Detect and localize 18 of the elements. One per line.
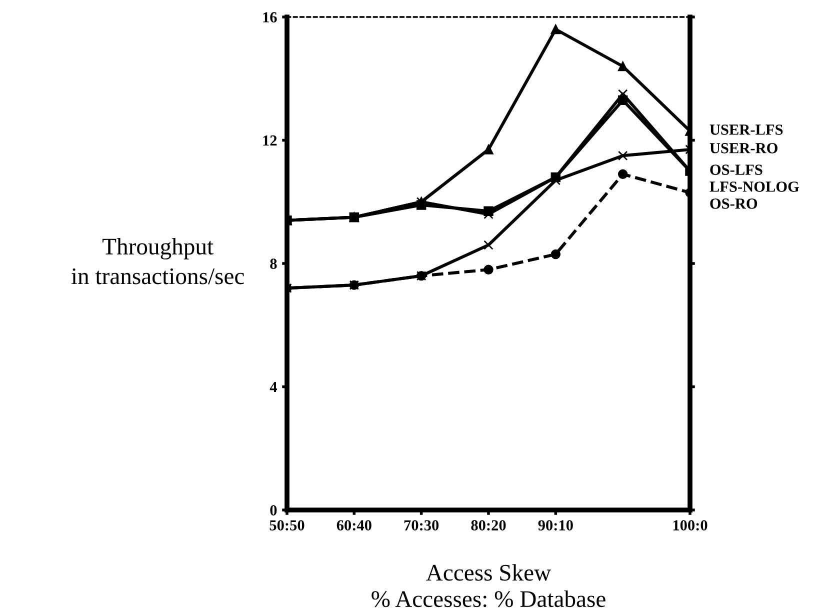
x-tick-label: 90:10	[538, 520, 573, 531]
legend-label: USER-LFS	[710, 124, 783, 135]
y-tick-label: 8	[270, 258, 277, 269]
y-axis-title: Throughput in transactions/sec	[71, 238, 244, 284]
x-tick-label: 60:40	[336, 520, 372, 531]
series-label: LFS-NOLOG	[710, 182, 800, 192]
x-tick-label: 70:30	[404, 520, 439, 531]
y-tick-label: 12	[263, 135, 277, 146]
x-tick-label: 80:20	[471, 520, 506, 531]
x-tick-label: 50:50	[270, 520, 304, 531]
y-tick-label: 0	[270, 505, 277, 516]
series-label: OS-RO	[710, 198, 758, 209]
y-tick-label: 16	[263, 12, 277, 22]
x-axis-title: Access Skew % Accesses: % Database	[372, 564, 606, 608]
y-tick-label: 4	[270, 382, 277, 392]
series-label: OS-LFS	[710, 164, 762, 175]
x-tick-label: 100:0	[673, 520, 708, 531]
series-label: USER-RO	[710, 143, 778, 154]
